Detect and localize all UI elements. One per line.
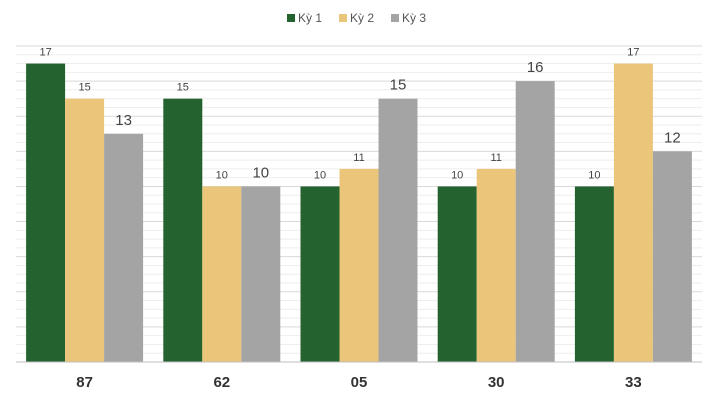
x-tick-label: 62	[213, 374, 230, 391]
legend-label: Kỳ 2	[350, 11, 374, 25]
bar	[652, 151, 692, 362]
bar	[202, 186, 242, 362]
legend-label: Kỳ 3	[402, 11, 426, 25]
bar	[476, 168, 516, 362]
bar	[613, 63, 653, 363]
data-label: 16	[527, 59, 544, 76]
data-label: 15	[78, 82, 90, 94]
data-label: 11	[353, 152, 364, 164]
bars	[26, 63, 692, 363]
data-label: 10	[588, 169, 600, 181]
legend-swatch	[287, 14, 295, 22]
data-label: 12	[664, 129, 681, 146]
bar	[241, 186, 281, 362]
data-label: 10	[451, 169, 463, 181]
data-label: 17	[39, 47, 51, 59]
bar	[437, 186, 477, 362]
data-label: 17	[627, 47, 639, 59]
x-tick-label: 05	[351, 374, 368, 391]
bar	[339, 168, 379, 362]
bar	[26, 63, 66, 363]
bar	[65, 98, 105, 363]
data-label: 10	[216, 169, 228, 181]
x-axis: 87 62 05 30 33	[16, 361, 702, 391]
bar	[104, 133, 144, 362]
data-label: 10	[314, 169, 326, 181]
bar	[574, 186, 614, 362]
data-label: 15	[177, 82, 189, 94]
data-label: 13	[115, 112, 132, 129]
data-label: 15	[390, 77, 407, 94]
x-tick-label: 30	[488, 374, 505, 391]
x-tick-label: 33	[625, 374, 642, 391]
data-labels: 17 15 13 15 10 10 10 11 15 10 11 16 10 17 12	[39, 47, 680, 182]
legend: Kỳ 1 Kỳ 2 Kỳ 3	[287, 11, 426, 25]
bar	[300, 186, 340, 362]
legend-swatch	[339, 14, 347, 22]
bar	[163, 98, 203, 363]
data-label: 10	[252, 164, 269, 181]
bar	[378, 98, 418, 363]
data-label: 11	[490, 152, 501, 164]
bar	[515, 81, 555, 362]
x-tick-label: 87	[76, 374, 93, 391]
legend-label: Kỳ 1	[298, 11, 322, 25]
legend-swatch	[391, 14, 399, 22]
